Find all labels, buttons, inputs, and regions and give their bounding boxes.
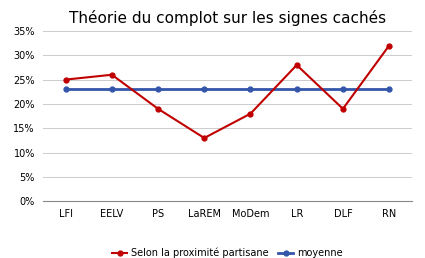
moyenne: [294, 88, 299, 91]
Line: moyenne: moyenne: [63, 87, 391, 92]
Selon la proximité partisane: [248, 112, 253, 115]
Selon la proximité partisane: [294, 63, 299, 67]
Line: Selon la proximité partisane: Selon la proximité partisane: [63, 43, 391, 140]
moyenne: [109, 88, 114, 91]
moyenne: [202, 88, 207, 91]
Selon la proximité partisane: [156, 107, 161, 110]
moyenne: [248, 88, 253, 91]
moyenne: [63, 88, 68, 91]
Title: Théorie du complot sur les signes cachés: Théorie du complot sur les signes cachés: [69, 10, 386, 26]
Selon la proximité partisane: [387, 44, 392, 47]
moyenne: [387, 88, 392, 91]
moyenne: [156, 88, 161, 91]
Selon la proximité partisane: [63, 78, 68, 81]
Selon la proximité partisane: [202, 136, 207, 140]
Legend: Selon la proximité partisane, moyenne: Selon la proximité partisane, moyenne: [108, 244, 346, 258]
moyenne: [340, 88, 346, 91]
Selon la proximité partisane: [109, 73, 114, 76]
Selon la proximité partisane: [340, 107, 346, 110]
